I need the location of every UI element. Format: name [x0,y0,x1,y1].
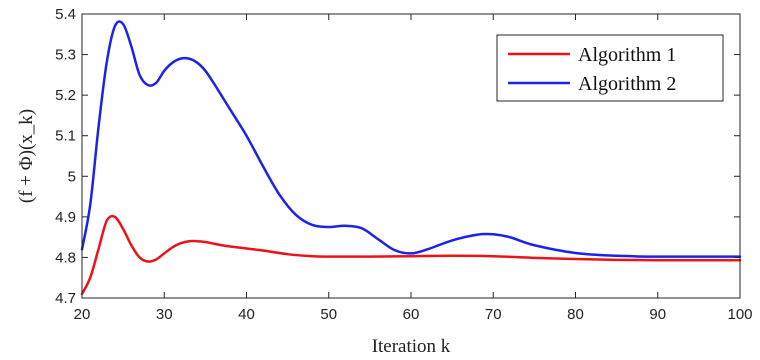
x-tick-label: 70 [485,306,502,323]
legend-box [496,34,724,102]
y-tick-label: 5.1 [55,128,76,145]
x-tick-label: 100 [727,306,752,323]
x-tick-label: 30 [156,306,173,323]
y-tick-label: 5.4 [55,6,76,23]
y-tick-label: 4.7 [55,290,76,307]
x-axis-label: Iteration k [372,336,451,357]
y-tick-label: 4.8 [55,249,76,266]
x-ticks: 20 30 40 50 60 70 80 90 100 [74,14,753,323]
y-tick-label: 5.2 [55,87,76,104]
y-tick-label: 4.9 [55,209,76,226]
x-tick-label: 20 [74,306,91,323]
legend-label-algorithm-1: Algorithm 1 [578,44,676,66]
series-layer [80,20,742,296]
y-tick-label: 5.3 [55,47,76,64]
series-line-algorithm-2 [80,20,742,258]
series-line-algorithm-1 [80,214,742,296]
legend: Algorithm 1 Algorithm 2 [496,34,724,102]
x-tick-label: 60 [403,306,420,323]
x-tick-label: 40 [238,306,255,323]
x-tick-label: 80 [567,306,584,323]
y-ticks: 4.7 4.8 4.9 5 5.1 5.2 5.3 5.4 [55,6,740,307]
x-tick-label: 50 [320,306,337,323]
legend-label-algorithm-2: Algorithm 2 [578,73,676,95]
y-tick-label: 5 [68,168,76,185]
x-tick-label: 90 [649,306,666,323]
y-axis-label: (f + Φ)(x_k) [16,109,37,203]
